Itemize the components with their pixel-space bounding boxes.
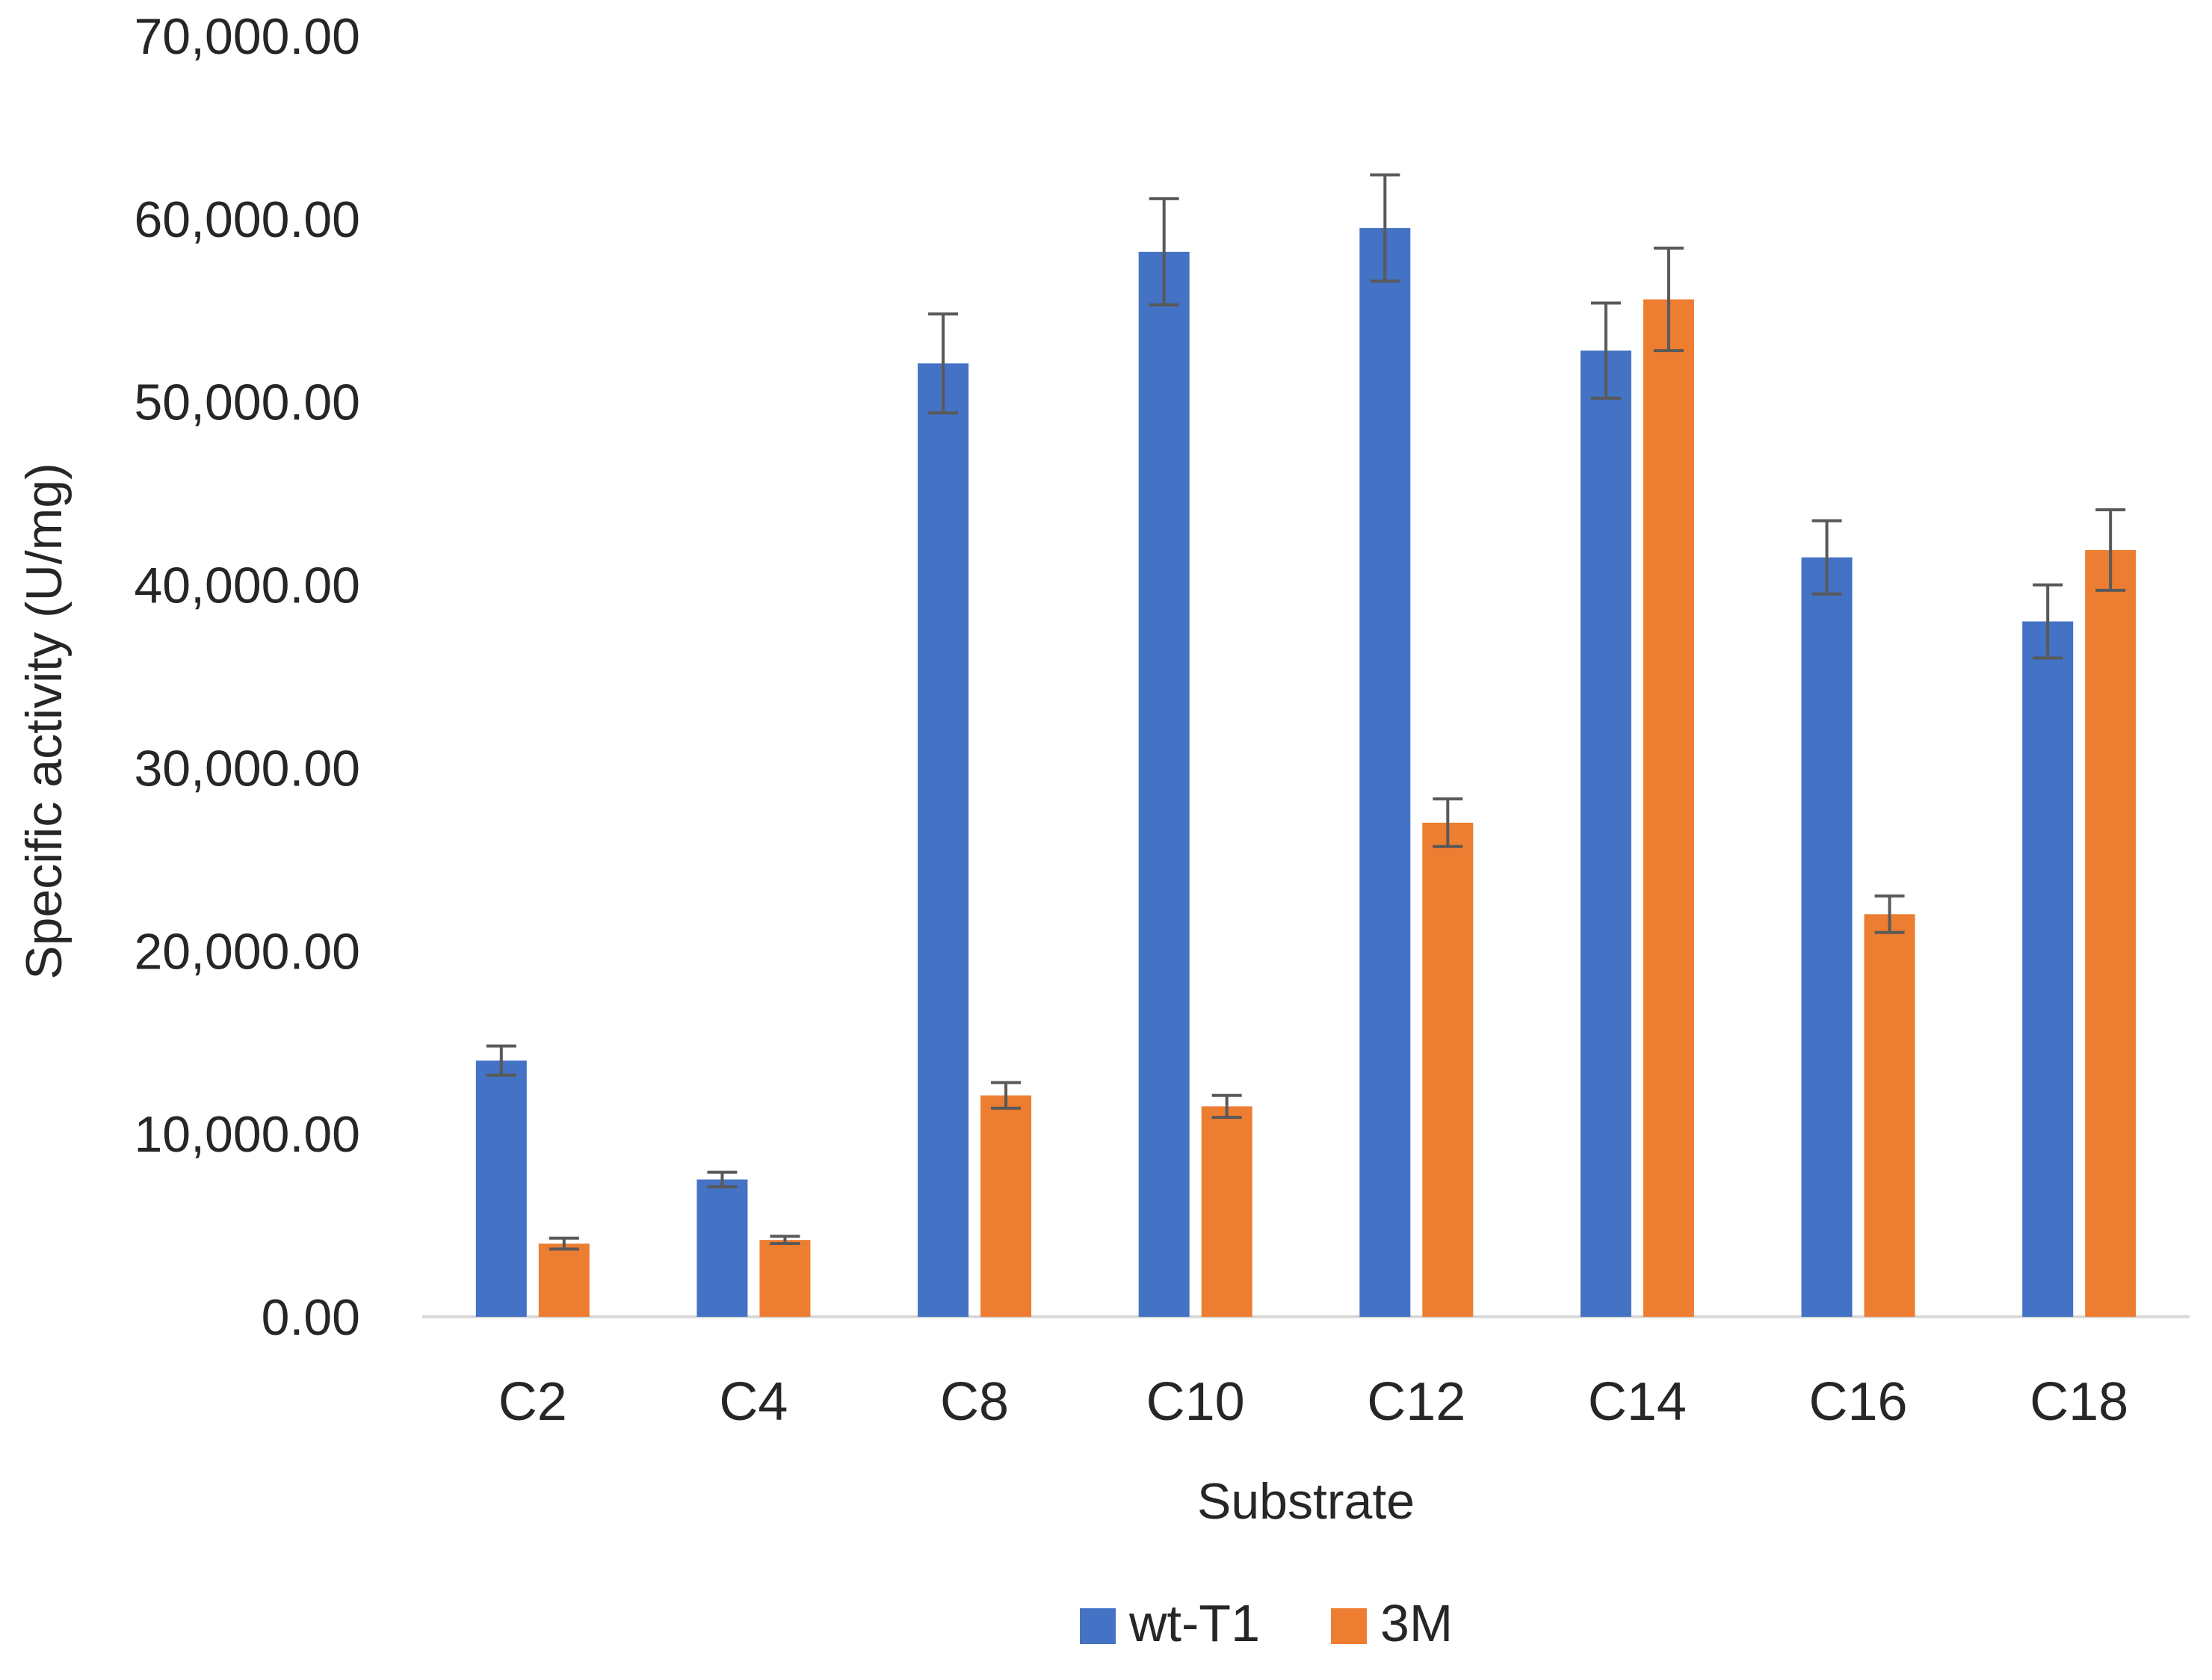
bar-3M-C4: [759, 1240, 811, 1317]
error-bars-group: [486, 173, 2126, 1251]
bar-3M-C2: [538, 1244, 590, 1317]
error-bar-3M-C8: [991, 1081, 1022, 1110]
legend-item-3M: 3M: [1331, 1594, 1453, 1652]
error-bar-3M-C10: [1211, 1093, 1242, 1120]
x-tick-label-C8: C8: [940, 1372, 1009, 1432]
x-tick-label-C18: C18: [2030, 1372, 2128, 1432]
error-bar-3M-C2: [549, 1236, 579, 1251]
bar-wt-T1-C14: [1580, 350, 1631, 1317]
legend-swatch: [1080, 1608, 1116, 1644]
y-tick-label: 10,000.00: [134, 1106, 360, 1163]
bar-wt-T1-C16: [1801, 557, 1853, 1317]
y-tick-label: 30,000.00: [134, 740, 360, 797]
error-bar-3M-C16: [1874, 894, 1905, 934]
bar-3M-C16: [1864, 914, 1915, 1317]
legend-label: 3M: [1380, 1594, 1453, 1652]
error-bar-wt-T1-C4: [707, 1170, 738, 1189]
error-bar-3M-C14: [1653, 247, 1684, 353]
bar-3M-C12: [1422, 822, 1474, 1317]
x-tick-label-C16: C16: [1809, 1372, 1908, 1432]
x-axis-title: Substrate: [1197, 1473, 1415, 1530]
bar-3M-C10: [1201, 1106, 1252, 1317]
x-tick-label-C14: C14: [1588, 1372, 1687, 1432]
bar-wt-T1-C10: [1138, 251, 1190, 1318]
legend-item-wt-T1: wt-T1: [1080, 1594, 1260, 1652]
x-tick-label-C2: C2: [498, 1372, 567, 1432]
bar-3M-C14: [1643, 299, 1694, 1318]
error-bar-wt-T1-C18: [2033, 583, 2063, 660]
y-tick-label: 40,000.00: [134, 558, 360, 614]
error-bar-3M-C4: [770, 1235, 800, 1246]
legend-label: wt-T1: [1128, 1594, 1260, 1652]
error-bar-wt-T1-C10: [1149, 197, 1179, 306]
x-tick-label-C12: C12: [1367, 1372, 1465, 1432]
y-tick-label: 50,000.00: [134, 374, 360, 431]
error-bar-wt-T1-C2: [486, 1044, 516, 1077]
y-tick-label: 20,000.00: [134, 923, 360, 980]
error-bar-3M-C12: [1433, 797, 1463, 848]
bar-3M-C8: [980, 1095, 1032, 1317]
y-axis-title: Specific activity (U/mg): [16, 463, 72, 979]
bar-wt-T1-C8: [918, 363, 969, 1317]
y-tick-label: 0.00: [262, 1289, 360, 1346]
bar-wt-T1-C4: [696, 1179, 748, 1317]
bar-3M-C18: [2085, 550, 2137, 1317]
legend-swatch: [1331, 1608, 1367, 1644]
x-axis-category-labels: C2 C4 C8 C10 C12 C14 C16 C18: [498, 1372, 2128, 1432]
bar-wt-T1-C18: [2022, 621, 2074, 1317]
bars-group: [475, 228, 2137, 1318]
error-bar-wt-T1-C8: [928, 312, 959, 415]
bar-wt-T1-C2: [475, 1060, 527, 1317]
legend: wt-T1 3M: [1080, 1594, 1453, 1652]
error-bar-wt-T1-C16: [1811, 519, 1842, 596]
y-tick-label: 60,000.00: [134, 191, 360, 248]
x-tick-label-C4: C4: [719, 1372, 788, 1432]
x-tick-label-C10: C10: [1146, 1372, 1245, 1432]
error-bar-3M-C18: [2095, 508, 2126, 592]
y-tick-label: 70,000.00: [134, 8, 360, 65]
y-axis-ticks: 0.00 10,000.00 20,000.00 30,000.00 40,000.00…: [134, 8, 360, 1346]
error-bar-wt-T1-C12: [1370, 173, 1400, 283]
bar-wt-T1-C12: [1359, 228, 1411, 1318]
error-bar-wt-T1-C14: [1590, 301, 1621, 400]
